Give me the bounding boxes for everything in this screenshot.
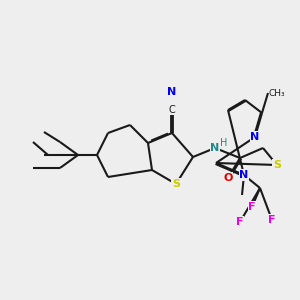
Text: C: C	[169, 105, 176, 115]
Text: F: F	[248, 202, 256, 212]
Text: O: O	[223, 173, 233, 183]
Text: F: F	[236, 217, 244, 227]
Text: CH₃: CH₃	[269, 88, 286, 98]
Text: S: S	[273, 160, 281, 170]
Text: N: N	[167, 87, 177, 97]
Text: N: N	[250, 132, 260, 142]
Text: S: S	[172, 179, 180, 189]
Text: H: H	[220, 137, 228, 148]
Text: F: F	[268, 215, 276, 225]
Text: N: N	[210, 143, 220, 153]
Text: N: N	[239, 170, 249, 180]
